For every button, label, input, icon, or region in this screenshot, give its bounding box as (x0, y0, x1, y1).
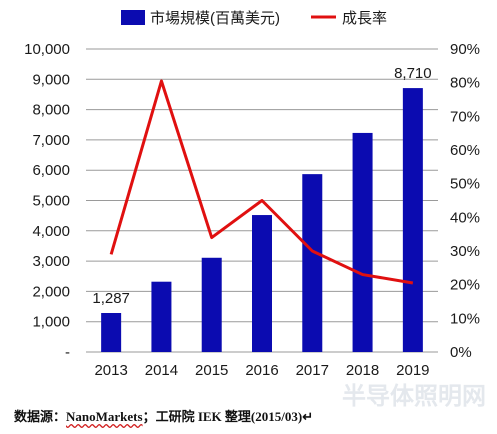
return-mark: ↵ (302, 409, 314, 424)
bar-data-label: 1,287 (92, 290, 130, 307)
y-right-tick-label: 10% (450, 310, 480, 327)
bar (101, 313, 122, 352)
line-series (109, 79, 414, 285)
axes: - 1,000 2,000 3,000 4,000 5,000 6,000 7,000 8,00… (24, 41, 480, 379)
y-left-tick-label: 5,000 (32, 193, 70, 210)
data-labels: 1,287 8,710 (92, 65, 431, 307)
y-right-tick-label: 30% (450, 243, 480, 260)
bar (302, 174, 323, 352)
legend-label-bar: 市場規模(百萬美元) (150, 10, 280, 27)
y-left-tick-label: 8,000 (32, 102, 70, 119)
source-note: 数据源：NanoMarkets；工研院 IEK 整理(2015/03)↵ (14, 406, 313, 425)
y-right-tick-label: 20% (450, 277, 480, 294)
x-tick-label: 2013 (94, 362, 127, 379)
source-prefix: 数据源： (14, 409, 67, 424)
y-right-tick-label: 0% (450, 344, 472, 361)
y-left-tick-label: 6,000 (32, 162, 70, 179)
y-left-tick-label: 3,000 (32, 253, 70, 270)
legend-label-line: 成長率 (342, 10, 387, 27)
y-left-tick-label: 2,000 (32, 283, 70, 300)
bar (402, 88, 423, 352)
y-right-tick-label: 90% (450, 41, 480, 58)
watermark-text: 半导体照明网 (342, 382, 486, 410)
x-tick-label: 2019 (396, 362, 429, 379)
y-right-tick-label: 60% (450, 142, 480, 159)
bar-series (101, 88, 423, 352)
bar-data-label: 8,710 (394, 65, 432, 82)
source-rest: ；工研院 IEK 整理(2015/03) (142, 409, 303, 424)
bar (201, 257, 222, 352)
bar (151, 281, 172, 352)
x-tick-label: 2016 (245, 362, 278, 379)
y-right-tick-label: 40% (450, 209, 480, 226)
legend: 市場規模(百萬美元) 成長率 (121, 10, 387, 27)
y-right-tick-label: 70% (450, 108, 480, 125)
x-tick-label: 2018 (346, 362, 379, 379)
bar (252, 215, 272, 352)
legend-swatch-bar (121, 10, 145, 25)
bar (352, 132, 373, 352)
y-left-tick-label: - (65, 344, 70, 361)
y-left-tick-label: 7,000 (32, 132, 70, 149)
x-tick-label: 2017 (296, 362, 329, 379)
source-org: NanoMarkets (66, 409, 143, 424)
y-right-tick-label: 50% (450, 176, 480, 193)
y-left-tick-label: 1,000 (32, 314, 70, 331)
growth-line (109, 79, 414, 285)
watermark: 半导体照明网 (342, 382, 486, 410)
y-left-tick-label: 10,000 (24, 41, 70, 58)
combo-chart: - 1,000 2,000 3,000 4,000 5,000 6,000 7,000 8,00… (24, 10, 480, 379)
x-tick-label: 2015 (195, 362, 228, 379)
y-right-tick-label: 80% (450, 75, 480, 92)
y-left-tick-label: 9,000 (32, 71, 70, 88)
x-tick-label: 2014 (145, 362, 178, 379)
y-left-tick-label: 4,000 (32, 223, 70, 240)
